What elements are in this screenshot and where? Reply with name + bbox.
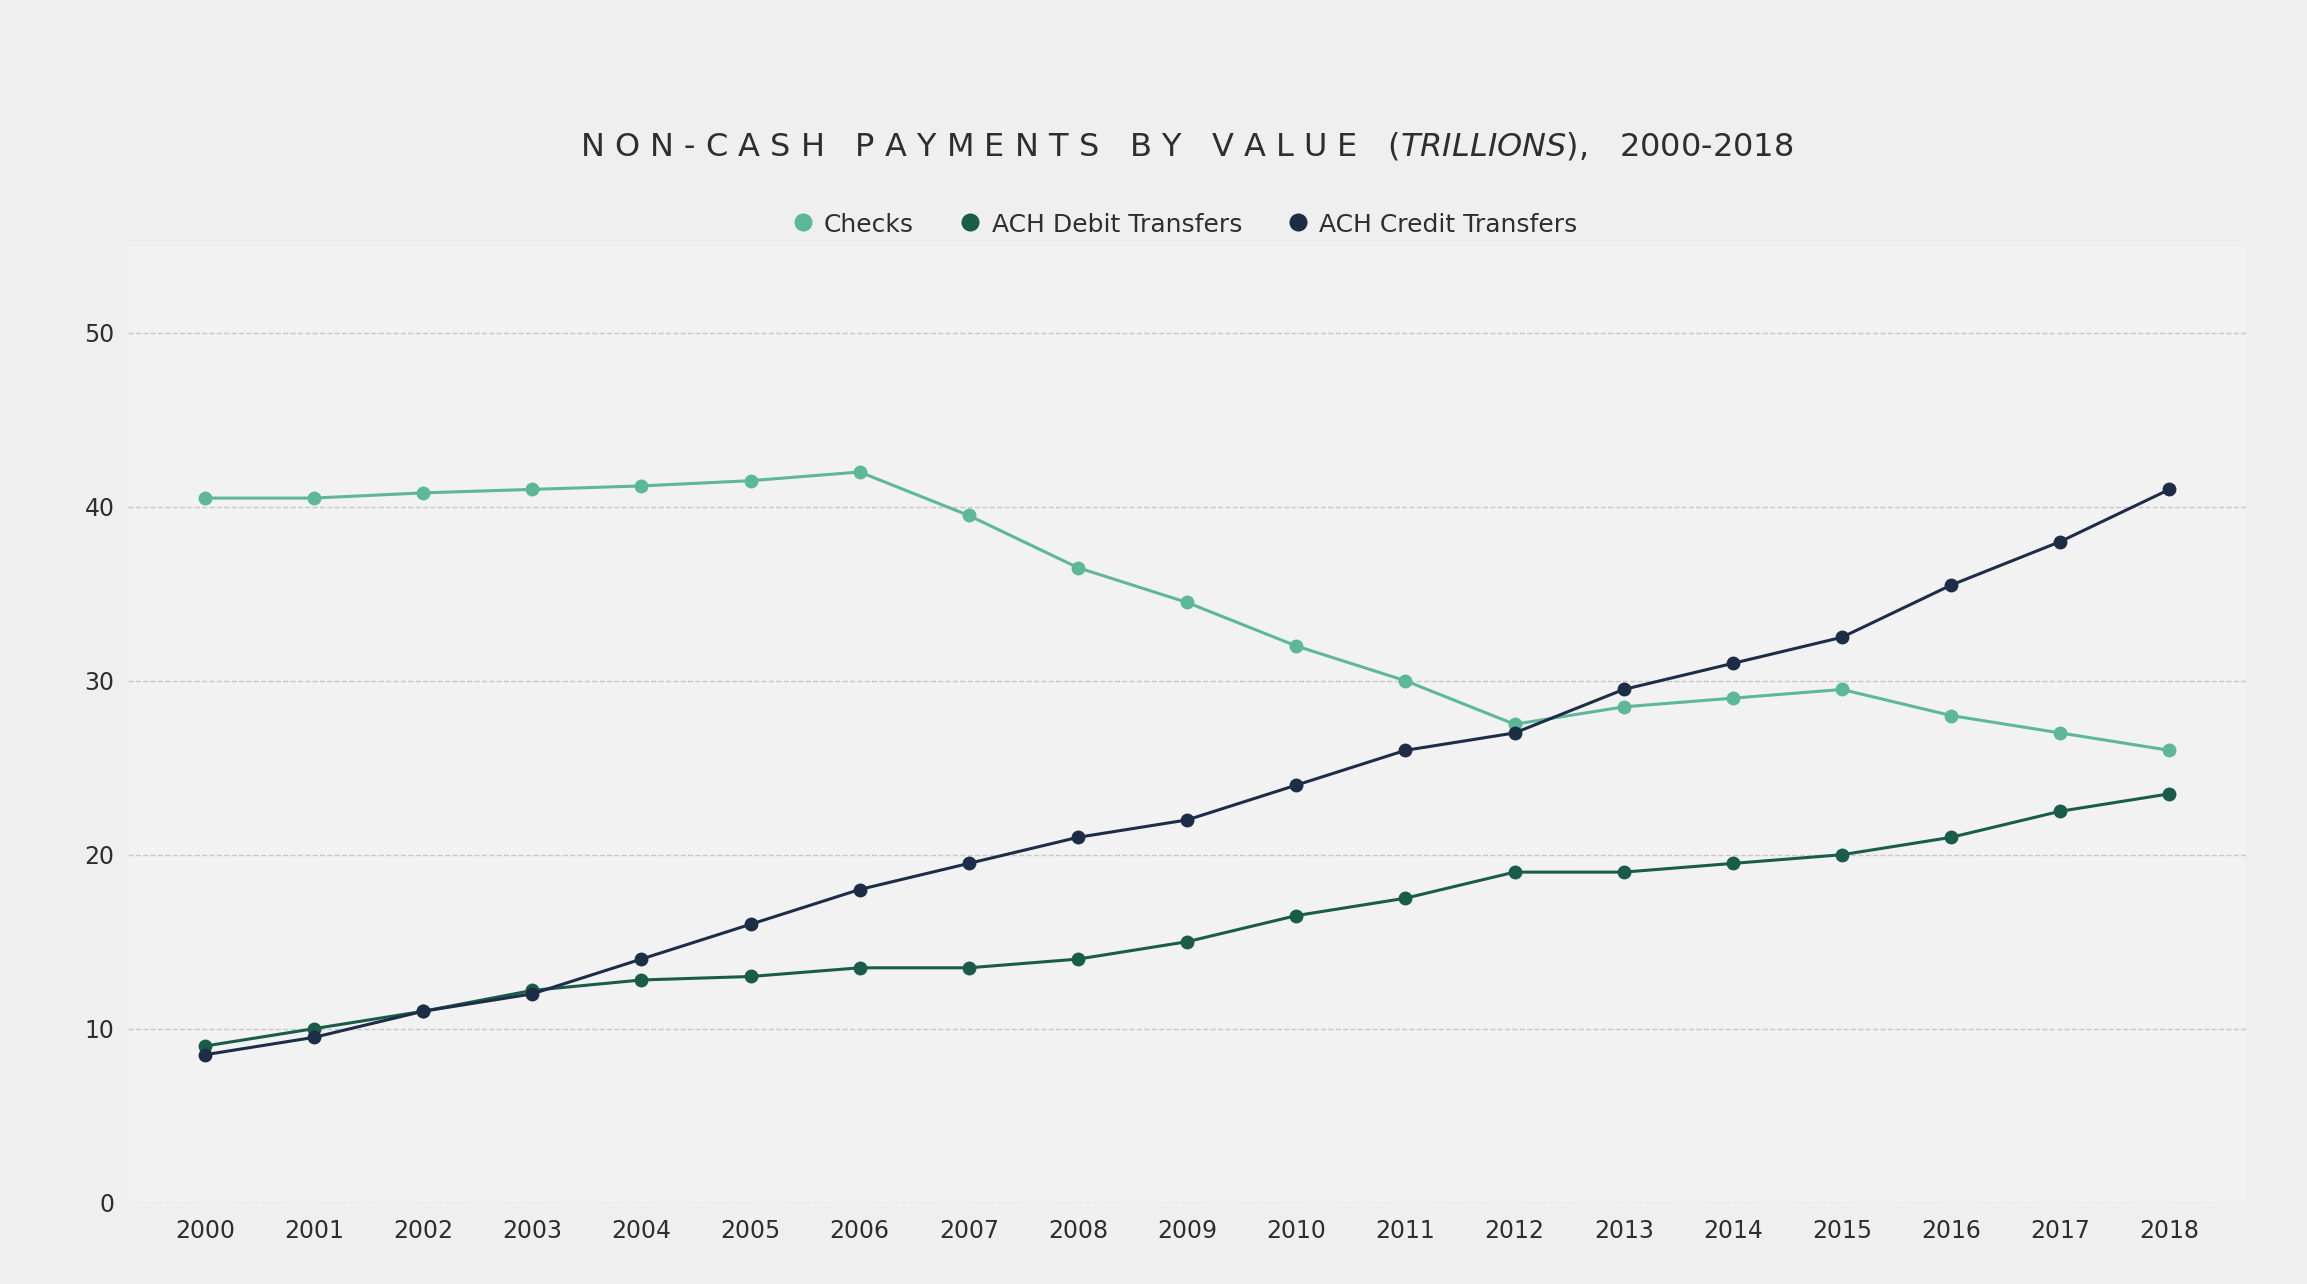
ACH Debit Transfers — [955, 960, 983, 976]
ACH Credit Transfers — [1938, 578, 1966, 593]
ACH Credit Transfers — [736, 917, 764, 932]
ACH Debit Transfers — [408, 1004, 436, 1019]
ACH Credit Transfers — [1610, 682, 1638, 697]
ACH Credit Transfers — [1064, 829, 1091, 845]
Legend: Checks, ACH Debit Transfers, ACH Credit Transfers: Checks, ACH Debit Transfers, ACH Credit … — [787, 200, 1587, 248]
ACH Debit Transfers — [1283, 908, 1310, 923]
Checks — [1064, 560, 1091, 575]
ACH Credit Transfers — [1719, 656, 1746, 672]
Checks — [847, 465, 874, 480]
Checks — [1283, 638, 1310, 654]
ACH Credit Transfers — [955, 855, 983, 871]
ACH Credit Transfers — [1827, 629, 1855, 645]
Line: ACH Credit Transfers: ACH Credit Transfers — [198, 483, 2176, 1062]
ACH Credit Transfers — [847, 882, 874, 898]
Checks — [1827, 682, 1855, 697]
ACH Debit Transfers — [1502, 864, 1530, 880]
ACH Credit Transfers — [1283, 777, 1310, 792]
ACH Debit Transfers — [847, 960, 874, 976]
Checks — [628, 478, 655, 493]
Checks — [736, 473, 764, 488]
ACH Debit Transfers — [1064, 951, 1091, 967]
ACH Credit Transfers — [191, 1046, 219, 1062]
ACH Debit Transfers — [1174, 933, 1202, 949]
ACH Credit Transfers — [408, 1004, 436, 1019]
Line: ACH Debit Transfers: ACH Debit Transfers — [198, 787, 2176, 1053]
Checks — [191, 490, 219, 506]
ACH Credit Transfers — [1502, 725, 1530, 741]
ACH Credit Transfers — [1174, 813, 1202, 828]
Title: N O N - C A S H   P A Y M E N T S   B Y   V A L U E   ($\mathit{TRILLIONS}$),   : N O N - C A S H P A Y M E N T S B Y V A … — [581, 131, 1795, 163]
Checks — [300, 490, 328, 506]
ACH Credit Transfers — [300, 1030, 328, 1045]
Checks — [1938, 707, 1966, 723]
Checks — [2155, 742, 2182, 758]
Checks — [1719, 691, 1746, 706]
Checks — [955, 507, 983, 523]
Checks — [2046, 725, 2074, 741]
ACH Debit Transfers — [2046, 804, 2074, 819]
Checks — [1391, 673, 1419, 688]
ACH Debit Transfers — [300, 1021, 328, 1036]
ACH Debit Transfers — [1610, 864, 1638, 880]
Checks — [519, 482, 547, 497]
ACH Credit Transfers — [628, 951, 655, 967]
ACH Credit Transfers — [2155, 482, 2182, 497]
ACH Debit Transfers — [1938, 829, 1966, 845]
ACH Credit Transfers — [2046, 534, 2074, 550]
Checks — [408, 485, 436, 501]
Checks — [1610, 700, 1638, 715]
Line: Checks: Checks — [198, 465, 2176, 758]
ACH Debit Transfers — [628, 972, 655, 987]
ACH Debit Transfers — [1827, 847, 1855, 863]
ACH Debit Transfers — [1391, 891, 1419, 907]
ACH Credit Transfers — [519, 986, 547, 1002]
Checks — [1174, 594, 1202, 610]
ACH Debit Transfers — [736, 969, 764, 985]
Checks — [1502, 716, 1530, 732]
ACH Debit Transfers — [1719, 855, 1746, 871]
ACH Credit Transfers — [1391, 742, 1419, 758]
ACH Debit Transfers — [191, 1039, 219, 1054]
ACH Debit Transfers — [519, 982, 547, 998]
ACH Debit Transfers — [2155, 786, 2182, 801]
